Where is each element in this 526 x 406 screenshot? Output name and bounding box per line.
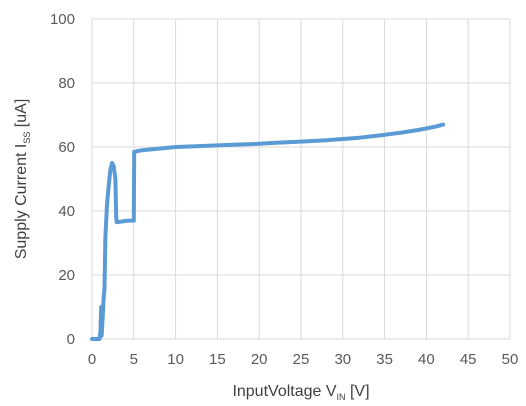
x-tick-label: 35 <box>376 351 393 368</box>
x-tick-label: 45 <box>460 351 477 368</box>
x-tick-label: 25 <box>293 351 310 368</box>
y-tick-label: 0 <box>67 331 75 348</box>
x-tick-label: 15 <box>209 351 226 368</box>
y-tick-label: 40 <box>58 203 75 220</box>
y-tick-labels: 0 20 40 60 80 100 <box>50 11 75 348</box>
x-tick-label: 0 <box>88 351 96 368</box>
x-tick-label: 30 <box>334 351 351 368</box>
x-tick-label: 5 <box>130 351 138 368</box>
x-tick-labels: 0 5 10 15 20 25 30 35 40 45 50 <box>88 351 519 368</box>
data-series <box>90 122 446 341</box>
y-axis-title: Supply Current ISS [uA] <box>13 99 32 260</box>
y-tick-label: 100 <box>50 11 75 28</box>
grid-lines <box>91 18 511 340</box>
x-axis-title: InputVoltage VIN [V] <box>232 383 369 402</box>
y-tick-label: 80 <box>58 75 75 92</box>
y-tick-label: 20 <box>58 267 75 284</box>
x-tick-label: 40 <box>418 351 435 368</box>
y-tick-label: 60 <box>58 139 75 156</box>
x-tick-label: 50 <box>502 351 519 368</box>
x-tick-label: 10 <box>167 351 184 368</box>
series-line <box>90 122 446 341</box>
x-tick-label: 20 <box>251 351 268 368</box>
